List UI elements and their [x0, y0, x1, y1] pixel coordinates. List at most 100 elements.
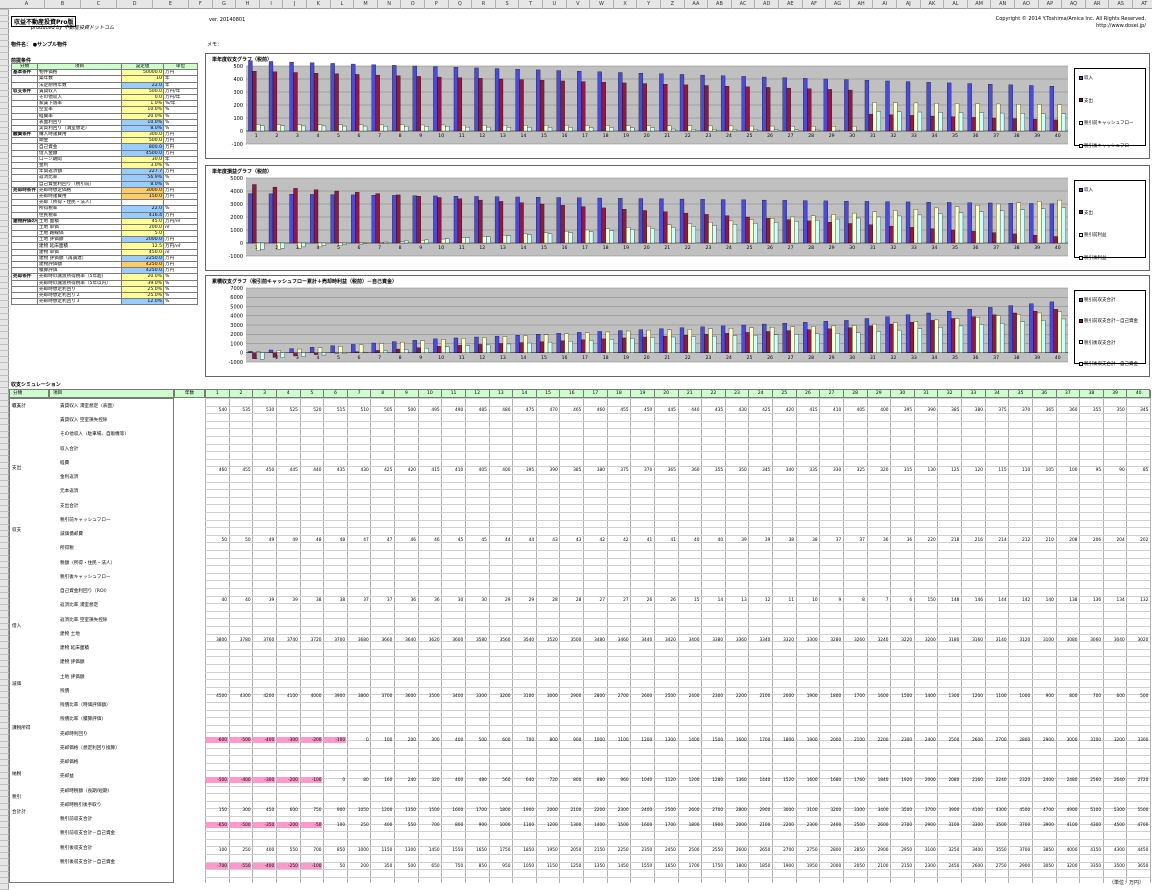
grid-cell[interactable]: 240: [407, 778, 416, 783]
bar-series-1[interactable]: [293, 188, 298, 244]
bar-series-2[interactable]: [379, 343, 384, 353]
bar-series-0[interactable]: [268, 61, 274, 132]
grid-cell[interactable]: 640: [525, 778, 535, 783]
bar-series-3[interactable]: [588, 340, 594, 353]
column-header-C[interactable]: C: [81, 0, 117, 9]
grid-cell[interactable]: 2900: [924, 823, 936, 828]
grid-cell[interactable]: 440: [313, 468, 322, 473]
bar-series-0[interactable]: [556, 70, 561, 132]
grid-cell[interactable]: 46: [434, 538, 440, 543]
grid-cell[interactable]: 2550: [712, 848, 724, 853]
bar-series-0[interactable]: [700, 326, 705, 353]
grid-cell[interactable]: 2700: [995, 738, 1007, 743]
bar-series-3[interactable]: [630, 127, 635, 132]
grid-cell[interactable]: 38: [788, 538, 794, 543]
bar-series-1[interactable]: [355, 192, 360, 244]
bar-series-2[interactable]: [626, 330, 631, 353]
grid-cell[interactable]: 220: [927, 538, 936, 543]
grid-cell[interactable]: -100: [311, 778, 322, 783]
grid-cell[interactable]: 2600: [688, 808, 700, 813]
bar-series-0[interactable]: [1029, 203, 1034, 244]
bar-series-3[interactable]: [794, 221, 799, 244]
bar-series-1[interactable]: [745, 216, 750, 244]
column-header-T[interactable]: T: [519, 0, 543, 9]
grid-cell[interactable]: 2500: [688, 848, 700, 853]
bar-series-1[interactable]: [437, 197, 442, 244]
grid-cell[interactable]: 535: [242, 408, 251, 413]
bar-series-3[interactable]: [897, 215, 902, 244]
bar-series-3[interactable]: [938, 213, 943, 244]
grid-cell[interactable]: 4300: [1113, 848, 1125, 853]
grid-cell[interactable]: 1450: [617, 864, 629, 869]
bar-series-0[interactable]: [515, 69, 520, 132]
bar-series-1[interactable]: [396, 348, 401, 353]
grid-cell[interactable]: 1300: [948, 694, 960, 699]
bar-series-2[interactable]: [400, 124, 405, 132]
grid-cell[interactable]: 3360: [735, 638, 747, 643]
grid-cell[interactable]: 1280: [712, 778, 724, 783]
bar-series-3[interactable]: [527, 127, 532, 132]
bar-series-0[interactable]: [351, 63, 356, 132]
bar-series-2[interactable]: [626, 227, 631, 244]
bar-series-0[interactable]: [782, 77, 787, 132]
column-header-O[interactable]: O: [401, 0, 425, 9]
grid-cell[interactable]: 2500: [664, 808, 676, 813]
grid-cell[interactable]: 320: [880, 468, 889, 473]
grid-cell[interactable]: 2450: [664, 848, 676, 853]
grid-cell[interactable]: -400: [264, 738, 275, 743]
bar-series-1[interactable]: [560, 340, 565, 353]
grid-cell[interactable]: 2600: [877, 823, 889, 828]
grid-cell[interactable]: 470: [549, 408, 558, 413]
bar-series-3[interactable]: [650, 228, 655, 244]
grid-cell[interactable]: 2900: [570, 694, 582, 699]
bar-series-3[interactable]: [856, 130, 861, 132]
bar-series-0[interactable]: [289, 193, 294, 244]
grid-cell[interactable]: 410: [833, 408, 842, 413]
grid-cell[interactable]: 1600: [806, 778, 818, 783]
grid-cell[interactable]: -200: [288, 778, 298, 783]
bar-series-2[interactable]: [543, 125, 549, 132]
grid-cell[interactable]: 720: [549, 778, 558, 783]
grid-cell[interactable]: 3200: [1113, 738, 1125, 743]
bar-series-3[interactable]: [650, 337, 655, 353]
bar-series-0[interactable]: [1049, 86, 1055, 132]
grid-cell[interactable]: 1200: [972, 694, 983, 699]
grid-cell[interactable]: 425: [762, 408, 771, 413]
bar-series-0[interactable]: [289, 348, 294, 353]
bar-series-2[interactable]: [585, 332, 590, 353]
bar-series-3[interactable]: [815, 333, 820, 353]
bar-series-2[interactable]: [954, 103, 960, 132]
bar-series-2[interactable]: [441, 339, 446, 353]
column-header-AA[interactable]: AA: [685, 0, 709, 9]
bar-series-2[interactable]: [420, 340, 425, 353]
bar-series-0[interactable]: [577, 197, 582, 244]
bar-series-3[interactable]: [732, 335, 738, 353]
bar-series-1[interactable]: [663, 211, 668, 244]
bar-series-1[interactable]: [313, 189, 319, 244]
column-header-B[interactable]: B: [45, 0, 81, 9]
grid-cell[interactable]: 3500: [1113, 864, 1125, 869]
grid-cell[interactable]: -500: [240, 823, 251, 828]
bar-series-0[interactable]: [556, 197, 561, 244]
grid-cell[interactable]: 1900: [806, 738, 818, 743]
grid-cell[interactable]: 505: [384, 408, 393, 413]
bar-series-1[interactable]: [416, 76, 421, 132]
bar-series-2[interactable]: [790, 216, 795, 244]
bar-series-0[interactable]: [926, 202, 931, 244]
bar-series-0[interactable]: [474, 336, 479, 353]
bar-series-2[interactable]: [831, 325, 836, 353]
grid-cell[interactable]: 2400: [641, 808, 653, 813]
bar-series-0[interactable]: [967, 202, 972, 244]
bar-series-3[interactable]: [1020, 209, 1025, 244]
bar-series-1[interactable]: [334, 190, 339, 244]
grid-cell[interactable]: 10: [812, 598, 818, 603]
column-header-AO[interactable]: AO: [1015, 0, 1039, 9]
bar-series-2[interactable]: [646, 329, 651, 353]
bar-series-0[interactable]: [659, 198, 664, 244]
grid-cell[interactable]: 1900: [523, 808, 535, 813]
grid-cell[interactable]: 400: [455, 778, 464, 783]
grid-cell[interactable]: 3700: [334, 638, 346, 643]
column-header-AQ[interactable]: AQ: [1062, 0, 1086, 9]
bar-series-0[interactable]: [412, 340, 417, 353]
bar-series-2[interactable]: [523, 125, 528, 132]
